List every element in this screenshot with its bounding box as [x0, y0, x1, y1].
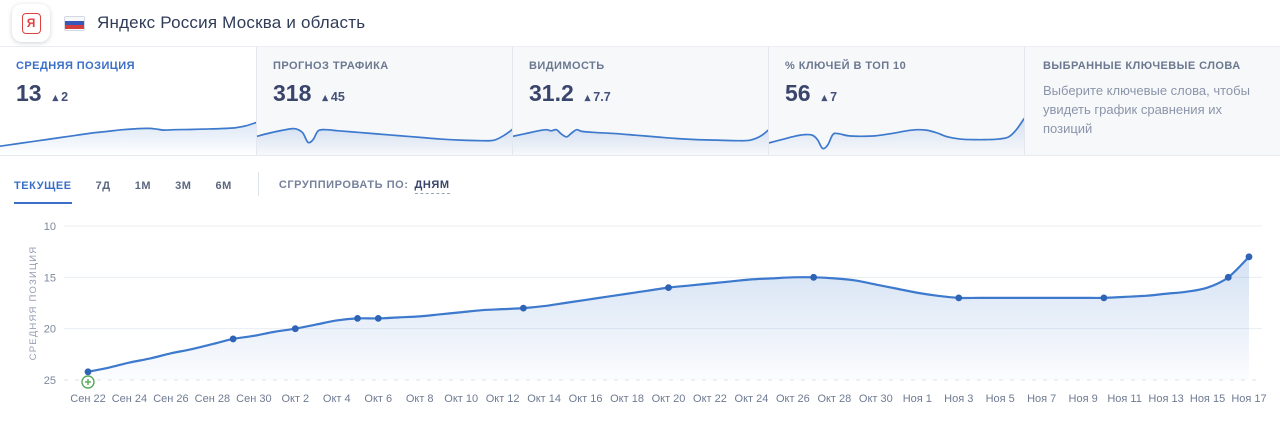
- data-point-dot: [1245, 253, 1253, 261]
- metric-card-visibility[interactable]: ВИДИМОСТЬ 31.2 ▴ 7.7: [512, 47, 768, 155]
- metric-delta: ▴ 7: [821, 90, 838, 104]
- data-point-dot: [229, 335, 237, 343]
- russia-flag-icon: [64, 15, 85, 31]
- up-arrow-icon: ▴: [322, 92, 328, 104]
- area-fill: [88, 256, 1249, 380]
- date-range-tabs: ТЕКУЩЕЕ 7Д 1М 3М 6М: [14, 180, 256, 204]
- x-tick-label: Ноя 9: [1069, 393, 1098, 405]
- x-tick-label: Окт 4: [323, 393, 351, 405]
- x-tick-label: Ноя 3: [944, 393, 973, 405]
- position-chart: 10 15 20 25 СРЕДНЯЯ ПОЗИЦИЯ Сен 22 Сен 24 Сен 2…: [0, 204, 1280, 424]
- data-point-dot: [354, 315, 361, 322]
- page-title: Яндекс Россия Москва и область: [97, 13, 366, 32]
- metric-card-traffic-forecast[interactable]: ПРОГНОЗ ТРАФИКА 318 ▴ 45: [256, 47, 512, 155]
- metric-value: 318: [273, 80, 312, 106]
- data-point-dot: [810, 273, 818, 281]
- x-tick-label: Окт 26: [776, 393, 810, 405]
- x-tick-label: Сен 22: [70, 393, 105, 405]
- y-tick-label: 20: [44, 324, 56, 336]
- y-tick-label: 10: [44, 221, 56, 233]
- range-tab-текущее[interactable]: ТЕКУЩЕЕ: [14, 180, 72, 204]
- search-engine-button[interactable]: Я: [12, 4, 50, 42]
- metric-delta: ▴ 45: [322, 90, 345, 104]
- up-arrow-icon: ▴: [584, 92, 591, 104]
- selected-keywords-panel: ВЫБРАННЫЕ КЛЮЧЕВЫЕ СЛОВА Выберите ключев…: [1024, 47, 1280, 155]
- range-tab-7д[interactable]: 7Д: [95, 180, 111, 192]
- x-tick-label: Окт 20: [652, 393, 686, 405]
- x-tick-label: Сен 26: [153, 393, 188, 405]
- metric-sparkline: [0, 111, 256, 155]
- x-tick-label: Ноя 11: [1107, 393, 1142, 405]
- x-tick-label: Окт 2: [281, 393, 309, 405]
- selected-keywords-title: ВЫБРАННЫЕ КЛЮЧЕВЫЕ СЛОВА: [1043, 60, 1241, 72]
- y-tick-label: 15: [44, 272, 56, 284]
- x-tick-label: Окт 14: [527, 393, 561, 405]
- toolbar-divider: [257, 172, 259, 196]
- metric-label: ПРОГНОЗ ТРАФИКА: [273, 60, 389, 72]
- group-by-control: СГРУППИРОВАТЬ ПО: ДНЯМ: [279, 179, 450, 204]
- x-tick-label: Ноя 15: [1190, 393, 1225, 405]
- x-tick-label: Окт 10: [444, 393, 478, 405]
- data-point-dot: [519, 304, 527, 312]
- metric-delta: ▴ 2: [52, 90, 69, 104]
- x-tick-label: Сен 30: [236, 393, 271, 405]
- metrics-row: СРЕДНЯЯ ПОЗИЦИЯ 13 ▴ 2 ПРОГНОЗ ТРАФИКА 318 ▴ 45…: [0, 47, 1280, 156]
- header: Я Яндекс Россия Москва и область: [0, 0, 1280, 47]
- x-tick-label: Ноя 1: [903, 393, 932, 405]
- x-tick-label: Окт 28: [817, 393, 851, 405]
- yandex-logo-icon: Я: [21, 12, 41, 34]
- up-arrow-icon: ▴: [821, 92, 828, 104]
- data-point-dot: [84, 368, 92, 376]
- data-point-dot: [665, 284, 672, 291]
- data-point-dot: [291, 325, 299, 333]
- x-tick-label: Окт 6: [364, 393, 392, 405]
- x-tick-label: Окт 24: [735, 393, 769, 405]
- x-tick-label: Окт 12: [486, 393, 520, 405]
- range-tab-3м[interactable]: 3М: [175, 180, 192, 192]
- metric-value: 13: [16, 80, 42, 106]
- chart-toolbar: ТЕКУЩЕЕ 7Д 1М 3М 6М СГРУППИРОВАТЬ ПО: ДНЯМ: [0, 156, 1280, 204]
- x-tick-label: Окт 22: [693, 393, 727, 405]
- data-point-dot: [1224, 273, 1232, 281]
- selected-keywords-description: Выберите ключевые слова, чтобы увидеть г…: [1043, 83, 1250, 136]
- group-by-value-dropdown[interactable]: ДНЯМ: [414, 179, 450, 194]
- up-arrow-icon: ▴: [52, 92, 59, 104]
- metric-value: 31.2: [529, 80, 574, 106]
- data-point-dot: [1100, 294, 1108, 302]
- x-tick-label: Окт 8: [406, 393, 434, 405]
- x-tick-label: Ноя 5: [986, 393, 1015, 405]
- range-tab-6м[interactable]: 6М: [215, 180, 232, 192]
- data-point-dot: [955, 294, 963, 302]
- metric-label: СРЕДНЯЯ ПОЗИЦИЯ: [16, 60, 135, 72]
- x-tick-label: Сен 28: [195, 393, 230, 405]
- x-tick-label: Ноя 17: [1231, 393, 1266, 405]
- x-tick-label: Сен 24: [112, 393, 147, 405]
- x-tick-label: Ноя 7: [1027, 393, 1056, 405]
- metric-sparkline: [257, 111, 512, 155]
- metric-sparkline: [769, 111, 1024, 155]
- x-tick-label: Ноя 13: [1148, 393, 1183, 405]
- chart-canvas[interactable]: 10 15 20 25 СРЕДНЯЯ ПОЗИЦИЯ Сен 22 Сен 24 Сен 2…: [0, 204, 1280, 424]
- metric-card-keys-in-top10[interactable]: % КЛЮЧЕЙ В ТОП 10 56 ▴ 7: [768, 47, 1024, 155]
- range-tab-1м[interactable]: 1М: [134, 180, 152, 192]
- metric-label: ВИДИМОСТЬ: [529, 60, 605, 72]
- data-point-dot: [374, 315, 382, 322]
- x-tick-label: Окт 30: [859, 393, 893, 405]
- x-tick-label: Окт 16: [569, 393, 603, 405]
- metric-delta: ▴ 7.7: [584, 90, 611, 104]
- metric-sparkline: [513, 111, 768, 155]
- metric-label: % КЛЮЧЕЙ В ТОП 10: [785, 60, 907, 72]
- y-tick-label: 25: [44, 375, 56, 387]
- plus-marker-icon[interactable]: [81, 375, 95, 389]
- y-axis-label: СРЕДНЯЯ ПОЗИЦИЯ: [28, 246, 39, 361]
- metric-card-average-position[interactable]: СРЕДНЯЯ ПОЗИЦИЯ 13 ▴ 2: [0, 47, 256, 155]
- x-tick-label: Окт 18: [610, 393, 644, 405]
- group-by-label: СГРУППИРОВАТЬ ПО:: [278, 179, 409, 191]
- metric-value: 56: [785, 80, 811, 106]
